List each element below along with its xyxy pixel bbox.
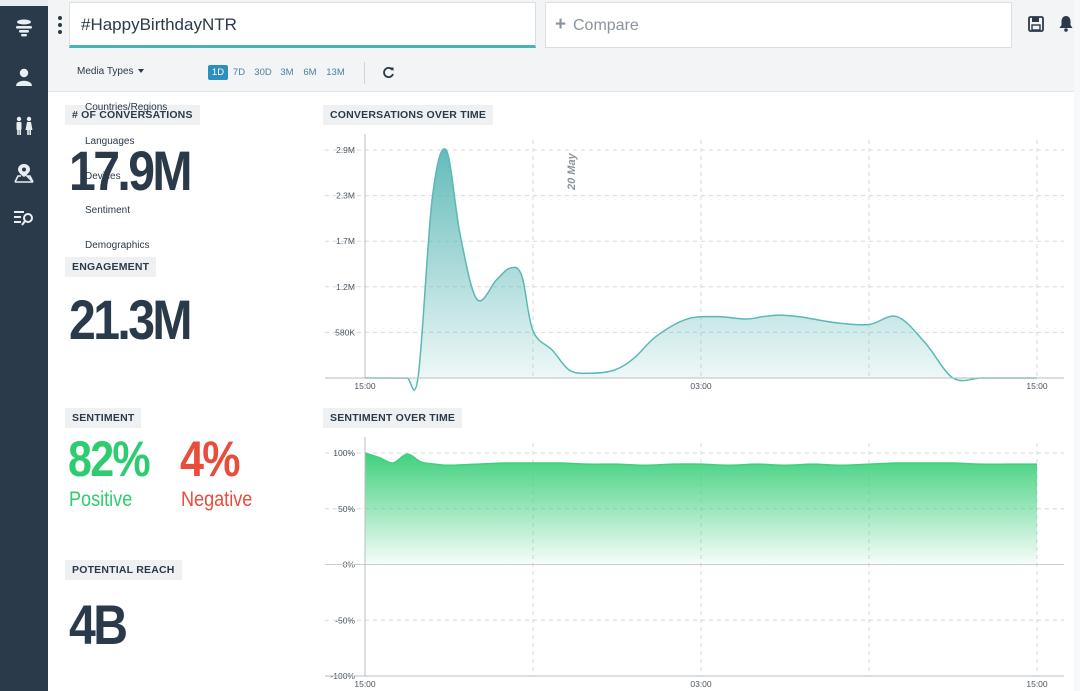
conv-line xyxy=(364,148,1037,391)
query-text: #HappyBirthdayNTR xyxy=(81,15,237,34)
save-icon[interactable] xyxy=(1028,16,1044,32)
layers-icon[interactable] xyxy=(12,17,36,39)
engagement-label: ENGAGEMENT xyxy=(65,257,157,277)
dropdown-item-sentiment[interactable]: Sentiment xyxy=(85,205,131,216)
conv-x-tick-label: 15:00 xyxy=(354,381,376,391)
conv-x-tick-label: 03:00 xyxy=(690,381,712,391)
user-icon[interactable] xyxy=(12,66,36,88)
caret-down-icon xyxy=(137,69,144,74)
negative-percent: 4% xyxy=(180,431,240,487)
conversations-value: 17.9M xyxy=(69,139,193,202)
compare-placeholder: Compare xyxy=(573,17,639,34)
sidebar xyxy=(0,0,48,691)
engagement-value: 21.3M xyxy=(69,288,193,351)
sentiment-label: SENTIMENT xyxy=(65,408,142,428)
bell-icon[interactable] xyxy=(1058,15,1074,32)
conversations-chart-title: CONVERSATIONS OVER TIME xyxy=(323,105,494,125)
range-6m-button[interactable]: 6M xyxy=(303,67,317,78)
sent-x-tick-label: 15:00 xyxy=(1026,679,1048,689)
plus-icon: + xyxy=(555,14,567,35)
query-input[interactable]: #HappyBirthdayNTR xyxy=(69,2,536,48)
conv-y-tick-label: 2.3M xyxy=(336,191,355,201)
scrollbar[interactable] xyxy=(1074,0,1080,691)
conv-y-tick-label: 1.2M xyxy=(336,282,355,292)
media-types-dropdown[interactable]: Media Types xyxy=(77,66,144,77)
reach-value: 4B xyxy=(69,593,128,656)
conv-area xyxy=(365,148,1037,391)
conversations-label: # OF CONVERSATIONS xyxy=(65,105,200,125)
range-1d-button[interactable]: 1D xyxy=(208,65,228,80)
sent-x-tick-label: 15:00 xyxy=(354,679,376,689)
top-bar: #HappyBirthdayNTR + Compare xyxy=(48,0,1080,52)
dropdown-item-languages[interactable]: Languages xyxy=(85,136,135,147)
dropdown-item-countries[interactable]: Countries/Regions xyxy=(85,102,168,113)
dropdown-item-demographics[interactable]: Demographics xyxy=(85,240,150,251)
sent-x-tick-label: 03:00 xyxy=(690,679,712,689)
sent-y-tick-label: 100% xyxy=(333,448,355,458)
media-types-label: Media Types xyxy=(77,66,134,77)
range-30d-button[interactable]: 30D xyxy=(254,67,272,78)
sidebar-top-strip xyxy=(0,0,48,6)
conv-y-tick-label: 1.7M xyxy=(336,236,355,246)
conv-x-tick-label: 15:00 xyxy=(1026,381,1048,391)
sent-line xyxy=(364,452,1037,467)
dropdown-item-devices[interactable]: Devices xyxy=(85,171,121,182)
range-3m-button[interactable]: 3M xyxy=(280,67,294,78)
people-icon[interactable] xyxy=(12,115,36,137)
more-menu-icon[interactable] xyxy=(57,16,63,34)
sentiment-chart-title: SENTIMENT OVER TIME xyxy=(323,408,463,428)
sent-area xyxy=(365,453,1037,566)
range-13m-button[interactable]: 13M xyxy=(326,67,345,78)
filter-bar: Media Types 1D 7D 30D 3M 6M 13M xyxy=(48,52,1080,92)
list-search-icon[interactable] xyxy=(12,207,36,229)
conv-annotation: 20 May xyxy=(566,152,578,191)
negative-label: Negative xyxy=(181,488,253,511)
conv-y-tick-label: 580K xyxy=(335,327,355,337)
range-7d-button[interactable]: 7D xyxy=(232,67,246,78)
filter-divider xyxy=(364,62,365,84)
positive-label: Positive xyxy=(69,488,133,511)
map-pin-icon[interactable] xyxy=(12,162,36,184)
reach-label: POTENTIAL REACH xyxy=(65,560,182,580)
sent-y-tick-label: 50% xyxy=(338,504,355,514)
compare-input[interactable]: + Compare xyxy=(545,2,1012,48)
conv-y-tick-label: 2.9M xyxy=(336,145,355,155)
sent-y-tick-label: -50% xyxy=(335,615,355,625)
refresh-icon[interactable] xyxy=(382,66,395,79)
positive-percent: 82% xyxy=(68,431,151,487)
